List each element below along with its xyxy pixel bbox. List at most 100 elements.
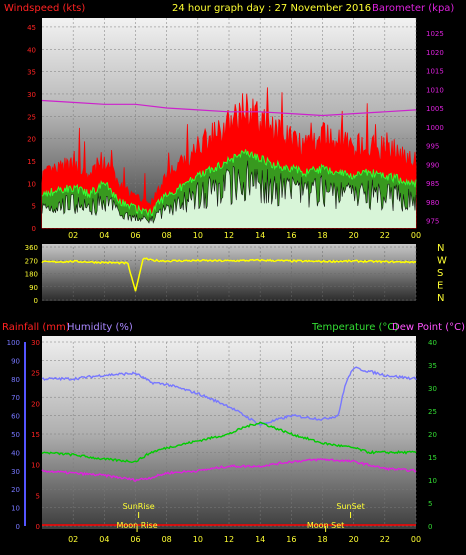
- graph-title: 24 hour graph day : 27 November 2016: [172, 3, 371, 14]
- axes-layer: 0510152025303540459759809859909951000100…: [7, 24, 447, 544]
- temperature-series-line: [41, 421, 417, 464]
- temperature-y-tick-label: 15: [428, 454, 437, 462]
- x-tick-label: 06: [130, 231, 140, 240]
- compass-label: N: [437, 243, 444, 254]
- temperature-y-tick-label: 5: [428, 500, 432, 508]
- rain-y-tick-label: 0: [36, 523, 40, 531]
- humidity-y-tick-label: 30: [11, 468, 20, 476]
- baro-y-tick-label: 1010: [426, 86, 444, 94]
- baro-y-tick-label: 985: [426, 180, 439, 188]
- bottom-x-tick-label: 16: [286, 535, 296, 544]
- x-tick-label: 22: [380, 231, 390, 240]
- temperature-axis-title: Temperature (°C): [311, 322, 398, 333]
- baro-y-tick-label: 980: [426, 199, 439, 207]
- rain-axis-title: Rainfall (mm): [2, 322, 70, 333]
- x-tick-label: 00: [411, 231, 421, 240]
- direction-y-tick-label: 270: [25, 257, 38, 265]
- bottom-x-tick-label: 14: [255, 535, 265, 544]
- wind-low-area: [42, 160, 416, 228]
- bottom-x-tick-label: 04: [99, 535, 109, 544]
- x-tick-label: 08: [162, 231, 172, 240]
- humidity-y-tick-label: 40: [11, 449, 20, 457]
- bottom-x-tick-label: 06: [130, 535, 140, 544]
- moon-event-label: Moon Rise: [116, 521, 157, 530]
- x-tick-label: 16: [286, 231, 296, 240]
- temperature-y-tick-label: 20: [428, 431, 437, 439]
- wind-axis-title: Windspeed (kts): [4, 3, 85, 14]
- direction-y-tick-label: 180: [25, 271, 38, 279]
- windspeed-series-line: [41, 149, 417, 218]
- compass-label: W: [437, 256, 447, 267]
- baro-y-tick-label: 1020: [426, 49, 444, 57]
- direction-y-tick-label: 0: [34, 297, 38, 305]
- direction-y-tick-label: 360: [25, 244, 38, 252]
- rain-y-tick-label: 10: [31, 462, 40, 470]
- humidity-y-tick-label: 20: [11, 486, 20, 494]
- humidity-y-tick-label: 10: [11, 505, 20, 513]
- bottom-x-tick-label: 22: [380, 535, 390, 544]
- x-tick-label: 20: [349, 231, 359, 240]
- humidity-y-tick-label: 50: [11, 431, 20, 439]
- rain-y-tick-label: 30: [31, 339, 40, 347]
- x-tick-label: 18: [317, 231, 327, 240]
- bottom-x-tick-label: 20: [349, 535, 359, 544]
- wind-y-tick-label: 35: [27, 69, 36, 77]
- wind-y-tick-label: 30: [27, 91, 36, 99]
- humidity-y-tick-label: 80: [11, 376, 20, 384]
- wind-direction-series-line: [41, 257, 417, 292]
- wind-y-tick-label: 20: [27, 136, 36, 144]
- dewpoint-axis-title: Dew Point (°C): [392, 322, 465, 333]
- x-tick-label: 12: [224, 231, 234, 240]
- bottom-x-tick-label: 02: [68, 535, 78, 544]
- rain-y-tick-label: 25: [31, 370, 40, 378]
- x-tick-label: 14: [255, 231, 265, 240]
- wind-y-tick-label: 25: [27, 113, 36, 121]
- sun-event-label: SunRise: [123, 502, 155, 511]
- bottom-x-tick-label: 08: [162, 535, 172, 544]
- dewpoint-series-line: [41, 458, 417, 482]
- x-tick-label: 02: [68, 231, 78, 240]
- wind-y-tick-label: 5: [32, 203, 36, 211]
- humidity-y-tick-label: 90: [11, 357, 20, 365]
- temperature-y-tick-label: 40: [428, 339, 437, 347]
- x-tick-label: 04: [99, 231, 109, 240]
- humidity-y-tick-label: 60: [11, 413, 20, 421]
- humidity-axis-title: Humidity (%): [67, 322, 133, 333]
- wind-y-tick-label: 45: [27, 24, 36, 32]
- humidity-y-tick-label: 100: [7, 339, 20, 347]
- direction-y-tick-label: 90: [29, 284, 38, 292]
- humidity-series-line: [41, 366, 417, 427]
- temperature-y-tick-label: 25: [428, 408, 437, 416]
- wind-low-line: [41, 160, 417, 224]
- humidity-y-tick-label: 70: [11, 394, 20, 402]
- wind-y-tick-label: 10: [27, 180, 36, 188]
- wind-y-tick-label: 0: [32, 225, 36, 233]
- humidity-y-tick-label: 0: [16, 523, 20, 531]
- baro-y-tick-label: 995: [426, 143, 439, 151]
- baro-y-tick-label: 1000: [426, 124, 444, 132]
- sun-event-label: SunSet: [336, 502, 364, 511]
- temperature-y-tick-label: 0: [428, 523, 432, 531]
- moon-event-label: Moon Set: [307, 521, 344, 530]
- x-tick-label: 10: [193, 231, 203, 240]
- bottom-x-tick-label: 00: [411, 535, 421, 544]
- rain-y-tick-label: 20: [31, 400, 40, 408]
- baro-y-tick-label: 990: [426, 161, 439, 169]
- baro-y-tick-label: 1015: [426, 68, 444, 76]
- series-layer: [41, 87, 417, 532]
- compass-label: E: [437, 281, 443, 292]
- barometer-series-line: [41, 99, 417, 117]
- temp-panel-bg: [42, 336, 416, 529]
- temperature-y-tick-label: 35: [428, 362, 437, 370]
- baro-y-tick-label: 975: [426, 218, 439, 226]
- baro-y-tick-label: 1005: [426, 105, 444, 113]
- bottom-x-tick-label: 18: [317, 535, 327, 544]
- temperature-y-tick-label: 10: [428, 477, 437, 485]
- compass-label: S: [437, 268, 443, 279]
- baro-y-tick-label: 1025: [426, 30, 444, 38]
- wind-y-tick-label: 15: [27, 158, 36, 166]
- baro-axis-title: Barometer (kpa): [372, 3, 454, 14]
- bottom-x-tick-label: 10: [193, 535, 203, 544]
